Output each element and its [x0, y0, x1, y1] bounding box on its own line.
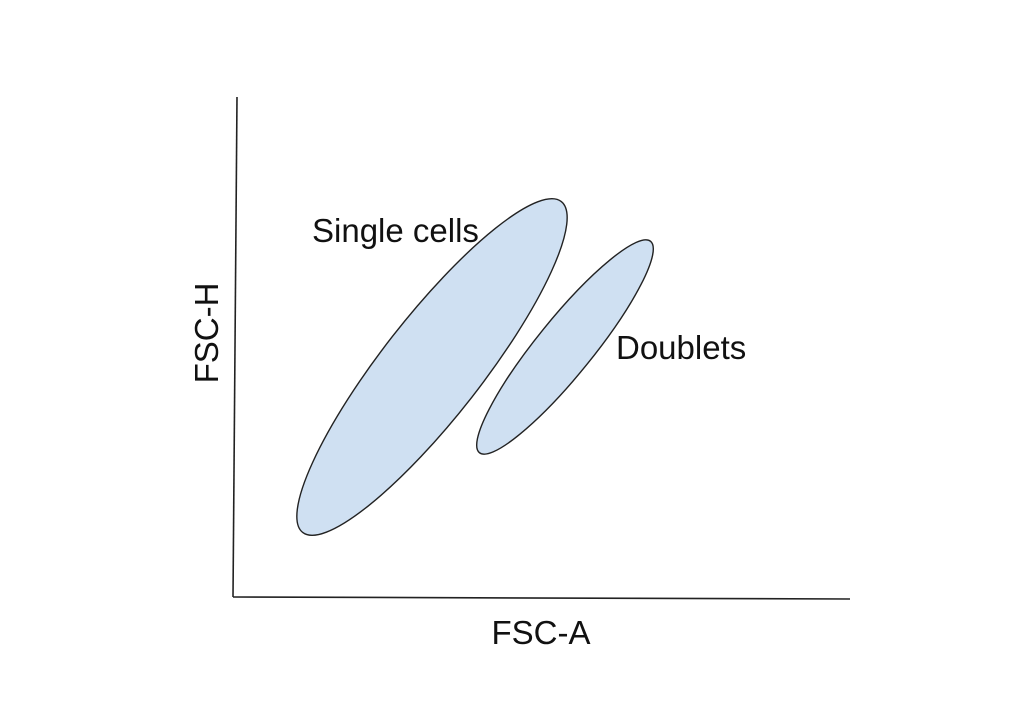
- doublets-ellipse: [475, 239, 655, 455]
- x-axis-label: FSC-A: [492, 614, 591, 651]
- x-axis-line: [232, 596, 851, 600]
- y-axis-label: FSC-H: [188, 283, 225, 384]
- single-cells-ellipse: [296, 197, 568, 537]
- doublets-label: Doublets: [616, 329, 746, 366]
- single-cells-label: Single cells: [312, 212, 479, 249]
- y-axis-line: [232, 96, 238, 598]
